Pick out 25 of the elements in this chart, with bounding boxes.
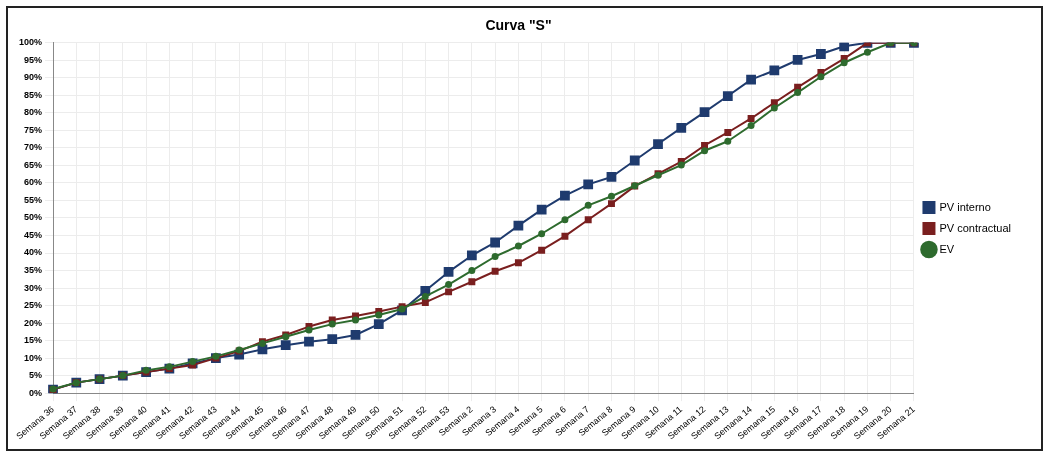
legend-label: PV interno bbox=[939, 200, 991, 213]
y-tick-label: 95% bbox=[24, 54, 43, 65]
y-tick-label: 60% bbox=[24, 177, 43, 188]
y-tick-label: 20% bbox=[24, 317, 43, 328]
y-tick-label: 65% bbox=[24, 159, 43, 170]
y-tick-label: 15% bbox=[24, 335, 43, 346]
y-tick-label: 55% bbox=[24, 194, 43, 205]
y-tick-label: 25% bbox=[24, 300, 43, 311]
y-tick-label: 75% bbox=[24, 124, 43, 135]
y-tick-label: 80% bbox=[24, 107, 43, 118]
legend-label: PV contractual bbox=[939, 221, 1012, 234]
y-tick-label: 10% bbox=[24, 352, 43, 363]
y-tick-label: 35% bbox=[24, 265, 43, 275]
y-tick-label: 85% bbox=[24, 89, 43, 100]
chart-title: Curva "S" bbox=[485, 17, 552, 34]
y-tick-label: 30% bbox=[24, 282, 43, 293]
y-tick-label: 0% bbox=[29, 387, 43, 398]
legend-label: EV bbox=[939, 242, 955, 255]
y-tick-label: 100% bbox=[18, 37, 43, 48]
y-tick-label: 90% bbox=[24, 72, 43, 83]
y-tick-label: 45% bbox=[24, 229, 43, 240]
y-tick-label: 40% bbox=[24, 247, 43, 258]
y-tick-label: 5% bbox=[29, 370, 43, 381]
y-tick-label: 70% bbox=[24, 142, 43, 153]
y-tick-label: 50% bbox=[24, 212, 43, 223]
